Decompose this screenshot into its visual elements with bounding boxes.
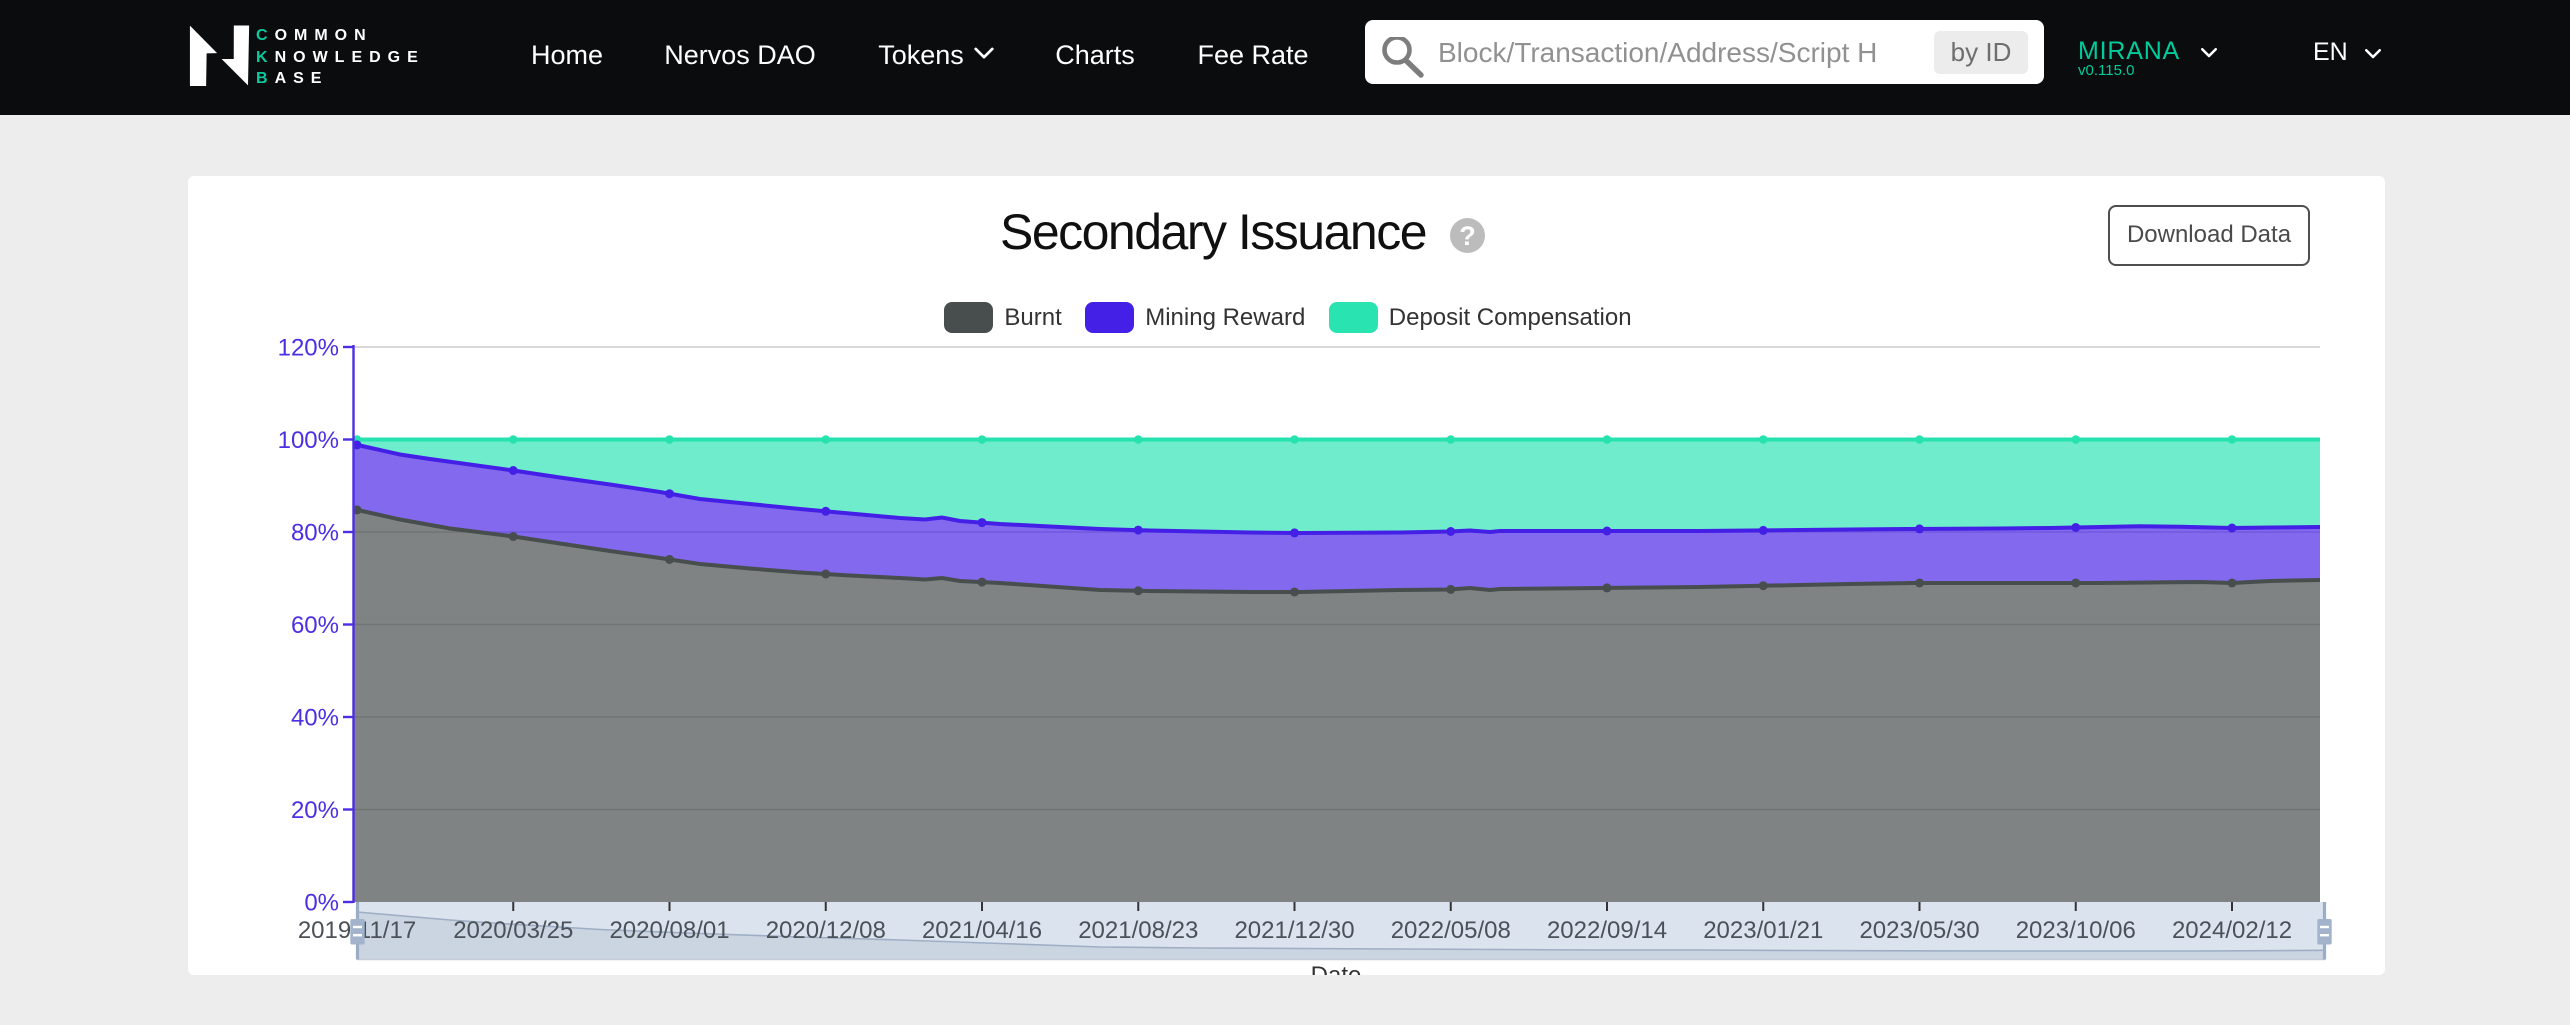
svg-text:2021/12/30: 2021/12/30: [1234, 917, 1354, 944]
svg-text:40%: 40%: [291, 705, 339, 732]
svg-text:2020/08/01: 2020/08/01: [609, 917, 729, 944]
svg-text:2023/01/21: 2023/01/21: [1703, 917, 1823, 944]
svg-text:20%: 20%: [291, 797, 339, 824]
svg-text:0%: 0%: [304, 890, 339, 917]
svg-text:80%: 80%: [291, 520, 339, 547]
svg-text:60%: 60%: [291, 612, 339, 639]
svg-text:2021/04/16: 2021/04/16: [922, 917, 1042, 944]
svg-text:2021/08/23: 2021/08/23: [1078, 917, 1198, 944]
svg-text:2024/02/12: 2024/02/12: [2172, 917, 2292, 944]
svg-text:100%: 100%: [278, 427, 339, 454]
svg-text:120%: 120%: [278, 335, 339, 362]
svg-text:2020/12/08: 2020/12/08: [766, 917, 886, 944]
svg-text:2023/10/06: 2023/10/06: [2016, 917, 2136, 944]
svg-text:2022/05/08: 2022/05/08: [1391, 917, 1511, 944]
svg-text:2023/05/30: 2023/05/30: [1859, 917, 1979, 944]
svg-text:2022/09/14: 2022/09/14: [1547, 917, 1667, 944]
svg-text:2020/03/25: 2020/03/25: [453, 917, 573, 944]
